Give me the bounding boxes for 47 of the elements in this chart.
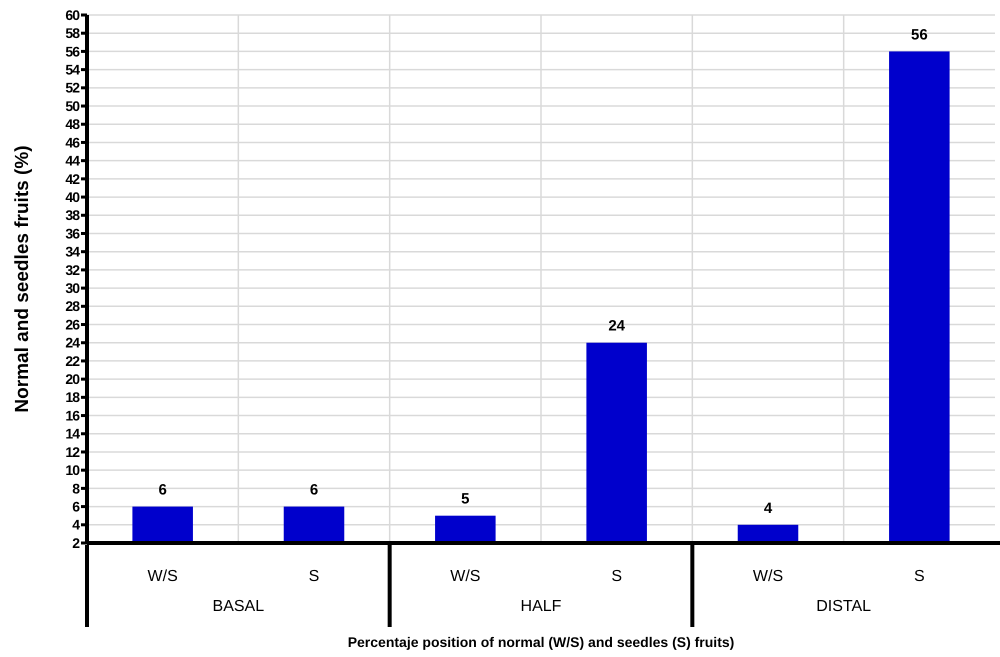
y-tick-label: 56: [65, 43, 80, 60]
y-tick-label: 32: [65, 262, 80, 278]
y-tick-label: 4: [72, 516, 80, 533]
text: DISTAL: [816, 598, 872, 615]
y-tick-label: 36: [65, 225, 80, 242]
y-tick-label: 50: [65, 98, 80, 114]
y-axis-title: Normal and seedles fruits (%): [12, 145, 33, 413]
y-tick-label: 8: [72, 480, 80, 496]
y-tick-label: 40: [65, 188, 80, 205]
data-label: 6: [310, 482, 318, 499]
y-tick-label: 60: [65, 6, 80, 23]
y-tick-label: 44: [65, 152, 80, 169]
y-tick-label: 42: [65, 170, 80, 187]
y-tick-label: 18: [65, 389, 80, 406]
y-tick-label: 26: [65, 316, 80, 332]
y-tick-label: 30: [65, 280, 80, 296]
x-tick-label: S: [611, 568, 622, 585]
y-tick-label: 14: [65, 426, 80, 442]
x-axis-title: Percentaje position of normal (W/S) and seedles (S) fruits): [348, 634, 734, 650]
y-tick-label: 46: [65, 134, 80, 150]
y-tick-label: 28: [65, 298, 80, 314]
data-label: 56: [910, 26, 928, 44]
y-tick-label: 2: [72, 534, 80, 551]
y-tick-label: 34: [65, 244, 80, 260]
text: HALF: [520, 598, 562, 615]
y-tick-label: 58: [65, 25, 80, 42]
y-tick-label: 38: [65, 207, 80, 224]
x-tick-label: W/S: [148, 568, 178, 585]
data-label: 24: [608, 318, 626, 335]
y-tick-label: 48: [65, 116, 80, 132]
x-tick-label: S: [914, 568, 925, 585]
y-tick-label: 20: [65, 371, 80, 388]
y-tick-label: 16: [65, 407, 80, 424]
y-tick-label: 10: [65, 462, 80, 478]
data-label: 6: [158, 482, 167, 499]
y-tick-label: 6: [72, 498, 80, 514]
y-tick-label: 24: [65, 334, 80, 351]
y-tick-label: 12: [65, 444, 80, 460]
data-label: 4: [764, 500, 773, 517]
y-tick-label: 52: [65, 80, 80, 96]
x-tick-label: W/S: [752, 568, 784, 585]
data-label: 5: [461, 490, 470, 508]
x-tick-label: S: [308, 568, 320, 585]
y-tick-label: 54: [65, 62, 80, 78]
text: BASAL: [212, 598, 264, 615]
x-tick-label: W/S: [450, 568, 480, 585]
y-tick-label: 22: [65, 352, 80, 369]
